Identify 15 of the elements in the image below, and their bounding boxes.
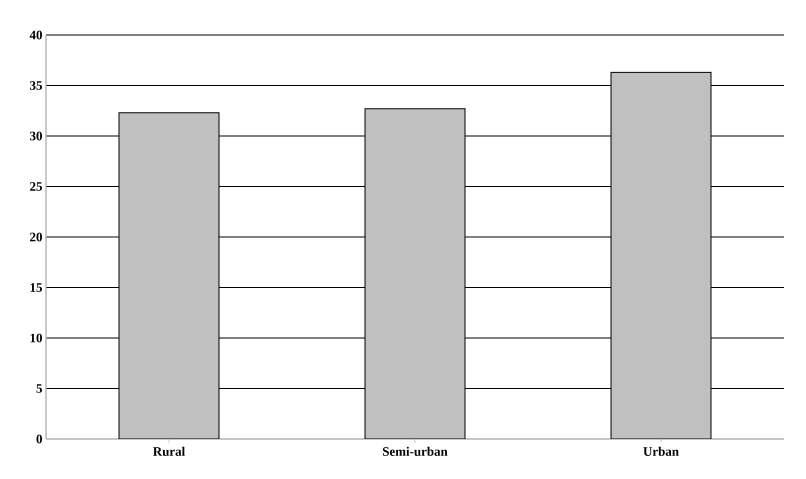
y-tick-label: 15 — [30, 283, 42, 292]
y-tick-label: 25 — [30, 182, 42, 191]
bar — [610, 72, 712, 439]
y-tick-label: 0 — [36, 434, 42, 444]
x-tick-label: Rural — [153, 446, 185, 456]
y-tick-label: 30 — [30, 132, 42, 140]
y-tick-label: 20 — [30, 232, 42, 242]
y-tick-label: 35 — [30, 81, 42, 90]
x-tick-label: Semi-urban — [382, 446, 448, 456]
x-tick-label: Urban — [643, 446, 679, 456]
y-tick-label: 5 — [36, 384, 42, 393]
y-tick-label: 40 — [30, 30, 42, 40]
bar — [118, 112, 220, 439]
bar — [364, 108, 466, 439]
y-tick-label: 10 — [30, 334, 42, 342]
